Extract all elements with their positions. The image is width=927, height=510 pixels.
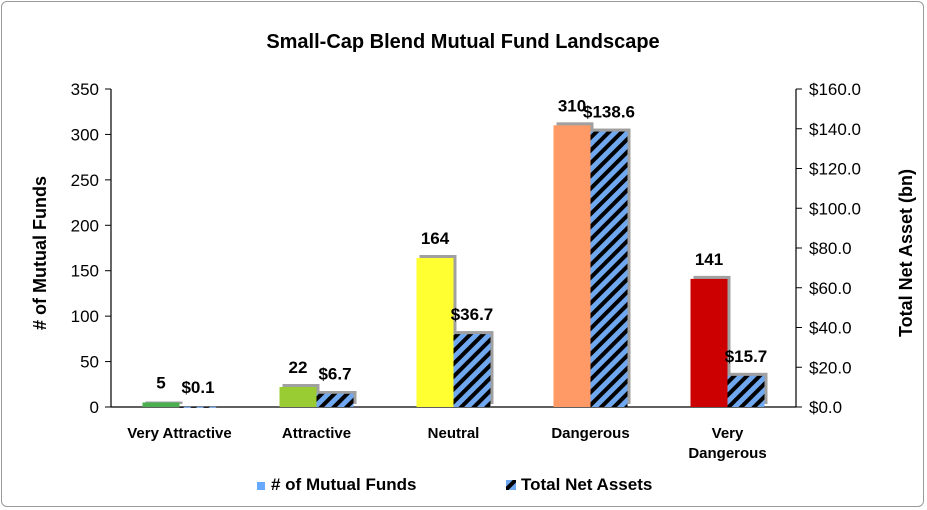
bar-net-assets xyxy=(179,406,217,408)
data-label-funds: 5 xyxy=(156,373,165,392)
data-label-funds: 22 xyxy=(289,358,308,377)
bar-funds xyxy=(416,257,454,407)
x-tick-label: Neutral xyxy=(428,425,480,442)
data-label-net-assets: $6.7 xyxy=(318,365,351,384)
x-tick-label: Dangerous xyxy=(551,425,629,442)
y-tick-label-right: $0.0 xyxy=(809,398,842,417)
legend-swatch-net-assets xyxy=(506,480,516,490)
y-tick-label-left: 150 xyxy=(71,262,99,281)
y-axis-title-left: # of Mutual Funds xyxy=(30,176,50,330)
bar-funds xyxy=(690,278,728,407)
y-tick-label-right: $80.0 xyxy=(809,239,852,258)
data-label-net-assets: $36.7 xyxy=(451,305,494,324)
data-label-net-assets: $0.1 xyxy=(181,378,214,397)
y-tick-label-right: $160.0 xyxy=(809,80,861,99)
bar-funds xyxy=(279,387,317,407)
y-axis-title-right: Total Net Asset (bn) xyxy=(896,169,916,337)
x-tick-label: Very Attractive xyxy=(127,425,232,442)
legend-label-funds: # of Mutual Funds xyxy=(271,475,416,494)
y-tick-label-right: $60.0 xyxy=(809,279,852,298)
bar-net-assets xyxy=(316,393,354,407)
y-tick-label-left: 200 xyxy=(71,216,99,235)
bar-net-assets xyxy=(590,131,628,407)
y-tick-label-right: $40.0 xyxy=(809,319,852,338)
y-tick-label-left: 300 xyxy=(71,125,99,144)
y-tick-label-left: 100 xyxy=(71,307,99,326)
legend-swatch-funds xyxy=(257,482,265,490)
y-tick-label-left: 50 xyxy=(80,353,99,372)
bar-net-assets xyxy=(453,334,491,407)
y-tick-label-right: $120.0 xyxy=(809,160,861,179)
x-tick-label: Attractive xyxy=(282,425,351,442)
y-tick-label-right: $100.0 xyxy=(809,199,861,218)
y-tick-label-left: 250 xyxy=(71,171,99,190)
data-label-funds: 164 xyxy=(421,229,450,248)
y-tick-label-right: $140.0 xyxy=(809,120,861,139)
bar-net-assets xyxy=(727,375,765,407)
bar-funds xyxy=(142,402,180,407)
y-tick-label-right: $20.0 xyxy=(809,358,852,377)
data-label-funds: 310 xyxy=(558,96,586,115)
chart-title: Small-Cap Blend Mutual Fund Landscape xyxy=(266,31,659,53)
legend-label-net-assets: Total Net Assets xyxy=(521,475,652,494)
y-tick-label-left: 0 xyxy=(90,398,99,417)
x-tick-label: Dangerous xyxy=(688,445,766,462)
y-tick-label-left: 350 xyxy=(71,80,99,99)
x-tick-label: Very xyxy=(712,425,744,442)
data-label-net-assets: $138.6 xyxy=(583,103,635,122)
data-label-funds: 141 xyxy=(695,250,723,269)
data-label-net-assets: $15.7 xyxy=(725,347,768,366)
bar-funds xyxy=(553,125,591,407)
